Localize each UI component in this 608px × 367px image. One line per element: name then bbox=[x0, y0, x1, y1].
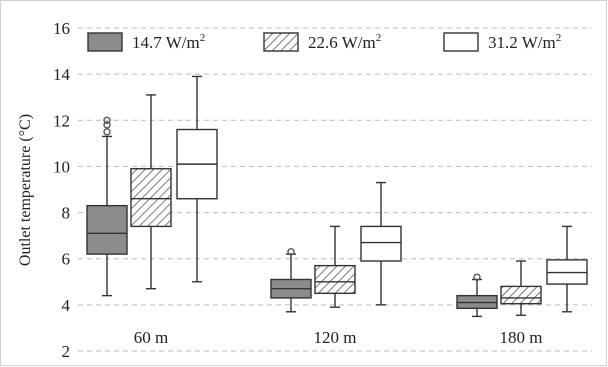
legend-swatch bbox=[263, 32, 299, 52]
iqr-box bbox=[130, 168, 172, 228]
iqr-box bbox=[360, 225, 402, 262]
y-axis-ticks: 2 4 6 8 10 12 14 16 bbox=[53, 19, 71, 361]
y-tick-label: 4 bbox=[62, 296, 71, 315]
box-plot bbox=[176, 75, 218, 283]
box-plot bbox=[130, 94, 172, 290]
box-plot bbox=[456, 273, 498, 318]
box-plot bbox=[546, 225, 588, 313]
outlier-point bbox=[103, 128, 111, 136]
y-tick-label: 2 bbox=[62, 342, 71, 361]
legend-label: 22.6 W/m2 bbox=[308, 32, 381, 52]
iqr-box bbox=[314, 264, 356, 295]
x-category-label: 180 m bbox=[500, 328, 543, 347]
legend-label: 14.7 W/m2 bbox=[132, 32, 205, 52]
y-tick-label: 6 bbox=[62, 250, 71, 269]
box-plot bbox=[270, 248, 312, 313]
box-plot bbox=[314, 225, 356, 308]
x-category-label: 60 m bbox=[134, 328, 168, 347]
y-tick-label: 16 bbox=[53, 19, 70, 38]
box-plots bbox=[86, 75, 588, 318]
y-tick-label: 8 bbox=[62, 204, 71, 223]
y-axis-title: Outlet temperature (°C) bbox=[17, 114, 34, 266]
iqr-box bbox=[500, 285, 542, 305]
x-category-label: 120 m bbox=[314, 328, 357, 347]
y-tick-label: 12 bbox=[53, 111, 70, 130]
legend: 14.7 W/m2 22.6 W/m2 31.2 W/m2 bbox=[87, 32, 561, 52]
box-plot bbox=[500, 260, 542, 316]
box-plot bbox=[86, 116, 128, 297]
outlier-point bbox=[473, 273, 481, 281]
x-axis-categories: 60 m 120 m 180 m bbox=[134, 328, 543, 347]
outlier-point bbox=[103, 116, 111, 124]
legend-label: 31.2 W/m2 bbox=[488, 32, 561, 52]
box-plot bbox=[360, 181, 402, 306]
legend-swatch bbox=[443, 32, 479, 52]
outlier-point bbox=[287, 248, 295, 256]
y-tick-label: 14 bbox=[53, 65, 71, 84]
outlier-point bbox=[103, 121, 111, 129]
iqr-box bbox=[86, 204, 128, 255]
y-tick-label: 10 bbox=[53, 157, 70, 176]
legend-swatch bbox=[87, 32, 123, 52]
